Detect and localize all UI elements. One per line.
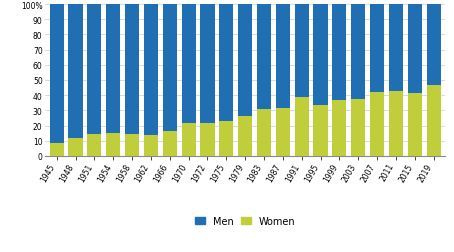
Bar bbox=[106, 5, 120, 134]
Bar bbox=[69, 138, 83, 156]
Bar bbox=[125, 5, 139, 134]
Bar bbox=[389, 5, 403, 92]
Bar bbox=[182, 124, 196, 156]
Bar bbox=[332, 100, 346, 156]
Bar bbox=[257, 5, 271, 109]
Bar bbox=[370, 93, 384, 156]
Bar bbox=[295, 5, 309, 98]
Bar bbox=[408, 93, 422, 156]
Bar bbox=[238, 117, 252, 156]
Bar bbox=[49, 5, 64, 143]
Bar bbox=[144, 5, 158, 136]
Bar bbox=[408, 5, 422, 93]
Bar bbox=[144, 136, 158, 156]
Bar bbox=[87, 134, 101, 156]
Bar bbox=[370, 5, 384, 93]
Bar bbox=[49, 143, 64, 156]
Bar bbox=[219, 5, 233, 121]
Bar bbox=[163, 131, 177, 156]
Bar bbox=[87, 5, 101, 134]
Bar bbox=[389, 92, 403, 156]
Legend: Men, Women: Men, Women bbox=[191, 212, 299, 230]
Bar bbox=[313, 5, 328, 106]
Bar bbox=[200, 5, 215, 124]
Bar bbox=[332, 5, 346, 100]
Bar bbox=[200, 124, 215, 156]
Bar bbox=[295, 98, 309, 156]
Bar bbox=[276, 5, 290, 109]
Bar bbox=[257, 109, 271, 156]
Bar bbox=[276, 109, 290, 156]
Bar bbox=[313, 106, 328, 156]
Bar bbox=[427, 5, 441, 85]
Bar bbox=[69, 5, 83, 138]
Bar bbox=[351, 5, 365, 100]
Bar bbox=[163, 5, 177, 131]
Bar bbox=[351, 100, 365, 156]
Bar bbox=[125, 134, 139, 156]
Bar bbox=[106, 134, 120, 156]
Bar bbox=[238, 5, 252, 117]
Bar bbox=[427, 85, 441, 156]
Bar bbox=[219, 121, 233, 156]
Bar bbox=[182, 5, 196, 124]
